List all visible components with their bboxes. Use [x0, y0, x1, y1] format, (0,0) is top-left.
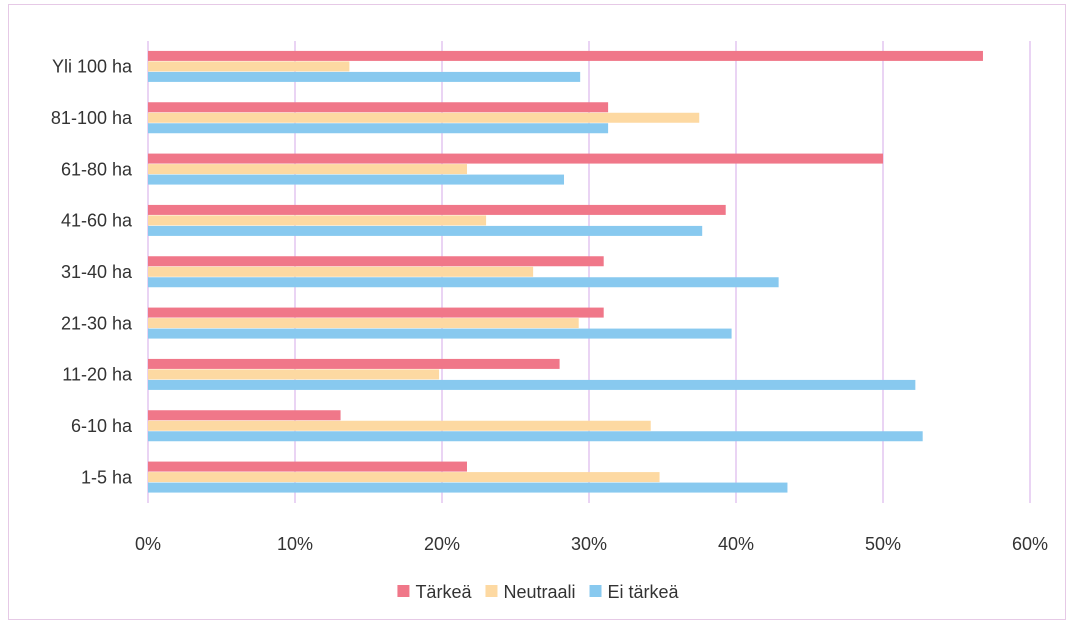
bar-2-6 [148, 215, 487, 226]
y-tick-label: 41-60 ha [61, 211, 133, 231]
bar-2-5 [148, 266, 534, 277]
legend: Tärkeä Neutraali Ei tärkeä [397, 582, 680, 602]
legend-item-1: Tärkeä [397, 582, 472, 602]
bar-1-6 [148, 204, 726, 215]
bar-3-8 [148, 123, 609, 134]
bar-3-1 [148, 482, 788, 493]
legend-label: Neutraali [503, 582, 575, 602]
bar-3-4 [148, 328, 732, 339]
bar-1-9 [148, 50, 983, 61]
legend-swatch [397, 585, 410, 597]
bar-2-7 [148, 164, 467, 175]
bar-2-2 [148, 420, 651, 431]
y-tick-label: 61-80 ha [61, 159, 133, 179]
bar-3-5 [148, 277, 779, 288]
y-tick-label: 11-20 ha [62, 365, 133, 385]
bar-1-5 [148, 256, 604, 267]
bar-2-3 [148, 369, 440, 380]
bar-3-6 [148, 225, 703, 236]
x-tick-label: 40% [718, 534, 754, 554]
bar-1-2 [148, 410, 341, 421]
legend-swatch [485, 585, 498, 597]
bar-1-3 [148, 358, 560, 369]
chart-frame: 1-5 ha 6-10 ha 11-20 ha 21-30 ha 31-40 ha 41-… [8, 4, 1066, 620]
bar-chart: 1-5 ha 6-10 ha 11-20 ha 21-30 ha 31-40 ha 41-… [51, 41, 1048, 602]
bar-3-7 [148, 174, 565, 185]
x-axis-labels: 0% 10% 20% 30% 40% 50% 60% [135, 534, 1048, 554]
x-tick-label: 60% [1012, 534, 1048, 554]
y-tick-label: 81-100 ha [51, 108, 133, 128]
x-tick-label: 50% [865, 534, 901, 554]
legend-label: Tärkeä [415, 582, 472, 602]
bar-3-3 [148, 379, 916, 390]
bar-1-7 [148, 153, 883, 164]
bar-2-1 [148, 472, 660, 483]
y-tick-label: 21-30 ha [61, 313, 133, 333]
legend-item-2: Neutraali [485, 582, 576, 602]
x-tick-label: 0% [135, 534, 161, 554]
y-axis-labels: 1-5 ha 6-10 ha 11-20 ha 21-30 ha 31-40 ha 41-… [51, 57, 133, 488]
bar-2-4 [148, 318, 579, 329]
legend-swatch [589, 585, 602, 597]
bar-2-9 [148, 61, 350, 72]
y-tick-label: 31-40 ha [61, 262, 133, 282]
bar-2-8 [148, 112, 700, 123]
bar-3-2 [148, 431, 923, 442]
x-tick-label: 10% [277, 534, 313, 554]
y-tick-label: 6-10 ha [71, 416, 133, 436]
bar-1-8 [148, 102, 609, 113]
legend-item-3: Ei tärkeä [589, 582, 680, 602]
legend-label: Ei tärkeä [608, 582, 680, 602]
bars [148, 50, 983, 493]
bar-1-4 [148, 307, 604, 318]
bar-3-9 [148, 71, 581, 82]
x-tick-label: 30% [571, 534, 607, 554]
bar-1-1 [148, 461, 467, 472]
x-tick-label: 20% [424, 534, 460, 554]
y-tick-label: Yli 100 ha [52, 57, 133, 77]
y-tick-label: 1-5 ha [81, 467, 133, 487]
